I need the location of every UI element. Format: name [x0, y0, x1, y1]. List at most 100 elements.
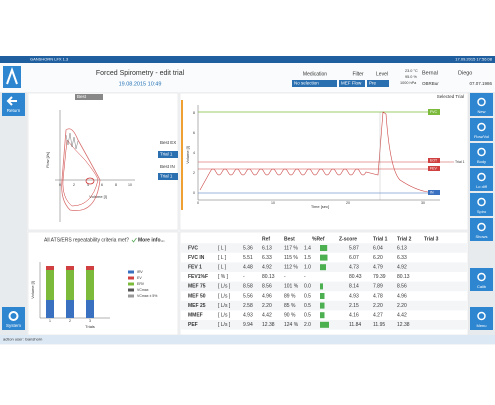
label: Best IN: [160, 164, 175, 169]
nav-button[interactable]: [470, 168, 493, 191]
cell: [ L/s ]: [218, 303, 231, 309]
last-name: Bernal: [422, 70, 438, 76]
cell: [ % ]: [218, 274, 229, 280]
cell: 11.84: [349, 322, 361, 328]
cell: 0.0: [304, 284, 311, 290]
y-tick-label: 6: [193, 131, 195, 135]
cell: 4.92: [397, 265, 407, 271]
nav-button[interactable]: [470, 193, 493, 216]
legend-label: VCmax ± 5%: [137, 294, 157, 298]
bar-segment: [66, 266, 74, 270]
cell: 2.0: [304, 322, 311, 328]
nav-button[interactable]: [470, 93, 493, 116]
tag-label: FEV: [430, 166, 437, 170]
logo-mark: [6, 67, 18, 85]
nav-button[interactable]: [470, 118, 493, 141]
cell: 2.20: [373, 303, 383, 309]
cell: 4.96: [262, 293, 272, 299]
cell: 4.73: [349, 265, 359, 271]
cell: 4.78: [373, 293, 383, 299]
x-tick-label: 0: [197, 201, 199, 205]
column-header: Trial 1: [373, 236, 388, 242]
cell: FEV 1: [188, 265, 202, 271]
nav-button[interactable]: [2, 93, 25, 116]
dropdown-value: MEF Flow: [341, 81, 362, 86]
window-title: GANSHORN LFX 1.3: [30, 57, 69, 62]
bar-segment: [46, 300, 54, 318]
cell: 6.13: [397, 245, 407, 251]
cell: 101 %: [284, 284, 299, 290]
bar-segment: [46, 266, 54, 270]
icon: [477, 122, 486, 132]
cell: 1.4: [304, 245, 311, 251]
dropdown[interactable]: [339, 80, 365, 87]
cell: 4.79: [373, 265, 383, 271]
header: [0, 63, 495, 92]
x-axis-label: Time [sec]: [311, 204, 329, 209]
column-header: %Ref: [312, 236, 325, 242]
x-tick-label: 10: [271, 201, 275, 205]
link[interactable]: More info...: [138, 237, 165, 243]
dropdown[interactable]: [292, 80, 337, 87]
nav-label: Shows: [475, 234, 487, 239]
nav-button[interactable]: [470, 268, 493, 291]
cell: 2.20: [262, 303, 272, 309]
dropdown[interactable]: [367, 80, 389, 87]
clock: 17.09.2015 17:56:08: [455, 57, 492, 62]
column-header: Trial 3: [424, 236, 439, 242]
tag-label: EOT: [430, 158, 438, 162]
cell: MEF 50: [188, 293, 206, 299]
cell: 7.89: [373, 284, 383, 290]
cell: 6.04: [373, 245, 383, 251]
legend-swatch: [128, 294, 134, 298]
dropdown[interactable]: [158, 151, 178, 158]
cell: 4.27: [373, 313, 383, 319]
humidity: 95.0 %: [405, 75, 417, 79]
cell: 4.93: [243, 313, 253, 319]
bar-segment: [66, 300, 74, 318]
cell: 5.51: [243, 255, 253, 261]
x-tick-label: 20: [346, 201, 350, 205]
cell: PEF: [188, 322, 198, 328]
x-axis-label: Trials: [85, 324, 95, 329]
cell: 2.58: [243, 303, 253, 309]
icon: [477, 197, 486, 207]
cell: 1.5: [304, 255, 311, 261]
legend-label: IRV: [137, 270, 143, 274]
x-tick-label: 10: [128, 183, 132, 187]
x-tick-label: 4: [87, 183, 89, 187]
cell: 79.39: [373, 274, 386, 280]
cell: 1.0: [304, 265, 311, 271]
nav-label: Lo diff: [476, 184, 488, 189]
nav-button[interactable]: [470, 307, 493, 330]
cell: 4.42: [262, 313, 272, 319]
label: Medication: [303, 71, 327, 77]
cell: [ L ]: [218, 245, 227, 251]
cell: 5.36: [243, 245, 253, 251]
dropdown[interactable]: [158, 173, 178, 180]
cell: [ L ]: [218, 265, 227, 271]
legend-swatch: [128, 288, 134, 292]
birth-date: 07.07.1986: [469, 81, 492, 86]
status-bar: [0, 335, 495, 344]
z-score-bar: [320, 302, 325, 309]
nav-button[interactable]: [470, 218, 493, 241]
legend-label: EV: [137, 276, 142, 280]
first-name: Diego: [458, 70, 472, 76]
icon: [6, 96, 17, 106]
x-tick-label: 30: [421, 201, 425, 205]
nav-button[interactable]: [470, 143, 493, 166]
y-axis-label: Volume [l]: [30, 281, 35, 299]
bar-segment: [46, 270, 54, 300]
cell: 85 %: [284, 303, 296, 309]
column-header: Z-score: [339, 236, 357, 242]
label: Filter: [352, 71, 363, 77]
cell: [ L ]: [218, 255, 227, 261]
cell: 0.5: [304, 293, 311, 299]
dropdown[interactable]: [75, 94, 103, 100]
legend-swatch: [128, 276, 134, 280]
cell: [ L/s ]: [218, 313, 231, 319]
scroll-bar[interactable]: [181, 100, 183, 210]
nav-button[interactable]: [2, 307, 25, 330]
